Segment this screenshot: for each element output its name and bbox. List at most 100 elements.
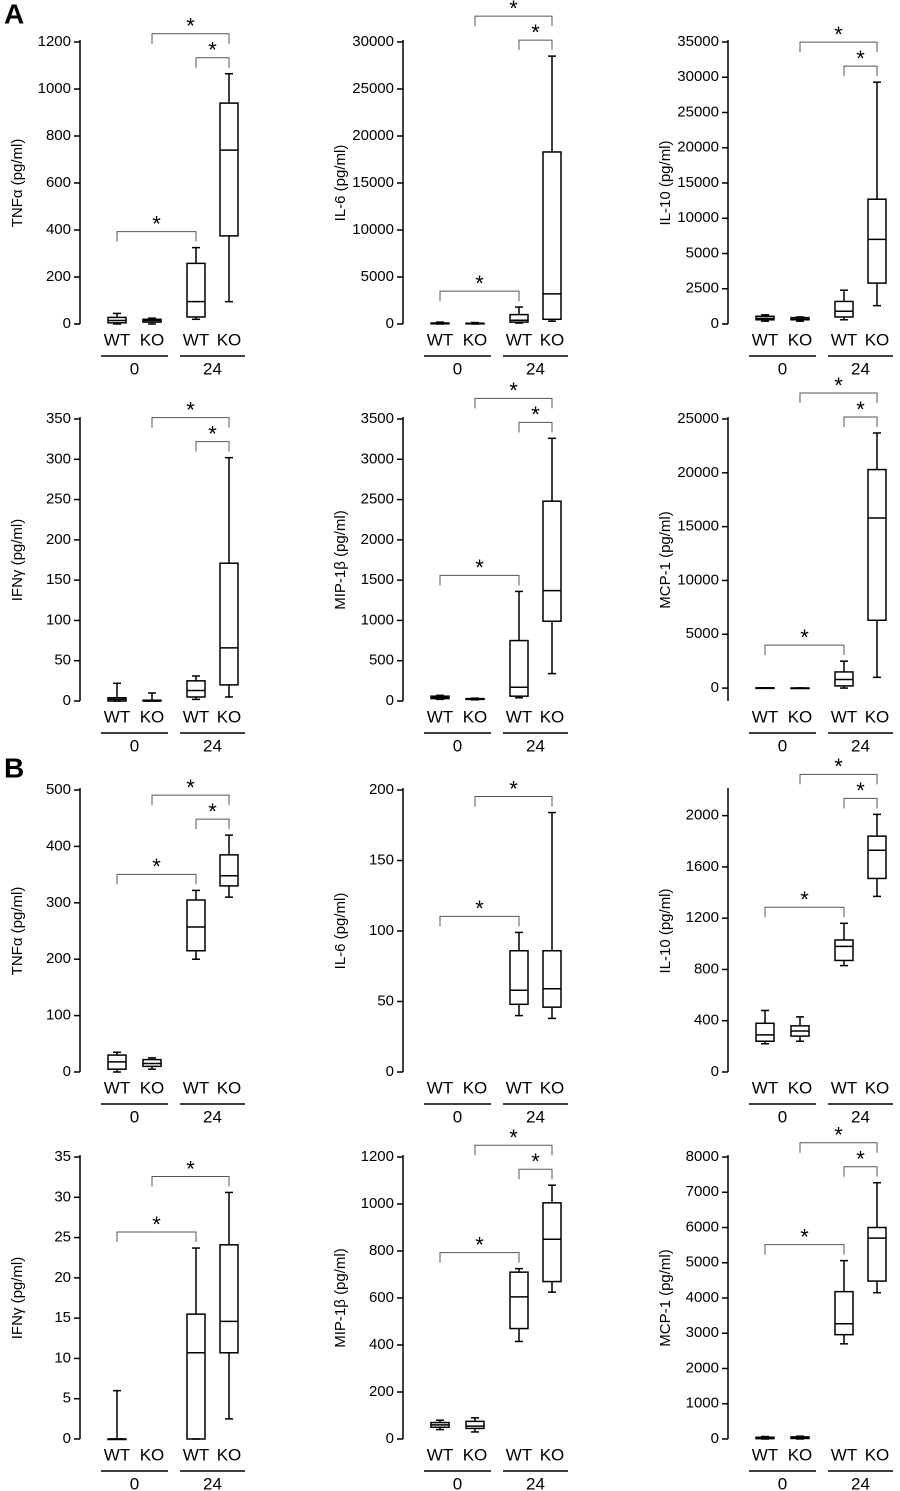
group-label: 0 bbox=[778, 736, 787, 755]
significance-label: * bbox=[509, 1125, 518, 1150]
significance-label: * bbox=[834, 1123, 843, 1148]
y-axis-label: IFNγ (pg/ml) bbox=[9, 519, 26, 602]
y-tick-label: 5000 bbox=[686, 1254, 719, 1271]
group-label: 0 bbox=[130, 1474, 139, 1491]
group-label: 0 bbox=[453, 359, 462, 378]
y-tick-label: 0 bbox=[711, 315, 719, 332]
y-tick-label: 8000 bbox=[686, 1148, 719, 1165]
y-tick-label: 15 bbox=[54, 1309, 71, 1326]
y-tick-label: 25000 bbox=[677, 410, 719, 427]
group-label: 24 bbox=[526, 736, 545, 755]
x-tick-label: WT bbox=[183, 1445, 209, 1464]
y-tick-label: 1200 bbox=[361, 1148, 394, 1165]
y-tick-label: 500 bbox=[369, 652, 394, 669]
x-tick-label: KO bbox=[540, 1078, 565, 1097]
group-label: 24 bbox=[851, 1107, 870, 1126]
x-tick-label: WT bbox=[104, 707, 130, 726]
y-tick-label: 1600 bbox=[686, 858, 719, 875]
significance-bracket bbox=[799, 41, 878, 53]
x-tick-label: KO bbox=[865, 1078, 890, 1097]
y-tick-label: 1500 bbox=[361, 571, 394, 588]
significance-label: * bbox=[475, 271, 484, 296]
y-tick-label: 25 bbox=[54, 1229, 71, 1246]
box bbox=[834, 300, 854, 318]
x-tick-label: KO bbox=[217, 330, 242, 349]
significance-label: * bbox=[186, 397, 195, 422]
y-tick-label: 800 bbox=[46, 127, 71, 144]
y-tick-label: 15000 bbox=[352, 174, 394, 191]
y-tick-label: 2000 bbox=[686, 1359, 719, 1376]
significance-label: * bbox=[208, 799, 217, 824]
x-tick-label: KO bbox=[463, 1445, 488, 1464]
box bbox=[542, 500, 562, 622]
x-tick-label: WT bbox=[831, 1078, 857, 1097]
significance-bracket bbox=[518, 421, 553, 433]
box bbox=[509, 313, 529, 323]
significance-bracket bbox=[151, 794, 230, 806]
significance-bracket bbox=[439, 290, 520, 302]
panel-label: B bbox=[4, 752, 24, 783]
x-tick-label: WT bbox=[427, 1078, 453, 1097]
x-tick-label: WT bbox=[183, 1078, 209, 1097]
significance-bracket bbox=[843, 65, 878, 77]
significance-bracket bbox=[764, 906, 845, 918]
x-tick-label: KO bbox=[788, 1078, 813, 1097]
significance-label: * bbox=[856, 1147, 865, 1172]
significance-label: * bbox=[475, 555, 484, 580]
significance-bracket bbox=[116, 1231, 197, 1243]
significance-bracket bbox=[518, 39, 553, 51]
y-tick-label: 3000 bbox=[361, 450, 394, 467]
y-tick-label: 20 bbox=[54, 1269, 71, 1286]
significance-bracket bbox=[151, 1175, 230, 1187]
y-tick-label: 250 bbox=[46, 491, 71, 508]
significance-label: * bbox=[856, 778, 865, 803]
chart: 0 1000 2000 3000 4000 5000 6000 7000 8000 MCP-1 (… bbox=[657, 1123, 893, 1491]
significance-label: * bbox=[152, 1212, 161, 1237]
group-label: 0 bbox=[130, 359, 139, 378]
significance-bracket bbox=[439, 915, 520, 927]
box bbox=[834, 1290, 854, 1336]
x-tick-label: WT bbox=[752, 707, 778, 726]
y-tick-label: 100 bbox=[46, 1007, 71, 1024]
box bbox=[219, 1244, 239, 1354]
box bbox=[219, 562, 239, 686]
x-tick-label: KO bbox=[788, 1445, 813, 1464]
y-tick-label: 0 bbox=[386, 1430, 394, 1447]
box bbox=[186, 262, 206, 318]
box bbox=[186, 680, 206, 698]
x-tick-label: WT bbox=[506, 330, 532, 349]
y-tick-label: 1000 bbox=[361, 1195, 394, 1212]
y-tick-label: 10000 bbox=[677, 209, 719, 226]
group-label: 24 bbox=[203, 1474, 222, 1491]
significance-bracket bbox=[799, 773, 878, 785]
significance-bracket bbox=[151, 417, 230, 428]
y-tick-label: 0 bbox=[63, 692, 71, 709]
x-tick-label: KO bbox=[540, 330, 565, 349]
x-tick-label: KO bbox=[140, 1078, 165, 1097]
y-tick-label: 600 bbox=[46, 174, 71, 191]
y-tick-label: 5000 bbox=[361, 268, 394, 285]
y-tick-label: 0 bbox=[63, 1430, 71, 1447]
x-tick-label: KO bbox=[865, 707, 890, 726]
group-label: 0 bbox=[453, 736, 462, 755]
significance-bracket bbox=[843, 1166, 878, 1177]
significance-label: * bbox=[509, 0, 518, 21]
y-tick-label: 100 bbox=[46, 611, 71, 628]
significance-label: * bbox=[152, 211, 161, 236]
y-axis-label: MCP-1 (pg/ml) bbox=[657, 511, 674, 609]
box bbox=[509, 1271, 529, 1330]
significance-bracket bbox=[474, 15, 553, 27]
significance-bracket bbox=[474, 796, 553, 807]
group-label: 24 bbox=[851, 1474, 870, 1491]
y-tick-label: 1000 bbox=[38, 80, 71, 97]
significance-bracket bbox=[439, 1252, 520, 1263]
box bbox=[755, 1022, 775, 1042]
y-tick-label: 200 bbox=[46, 531, 71, 548]
significance-bracket bbox=[799, 1142, 878, 1153]
x-tick-label: KO bbox=[140, 1445, 165, 1464]
box bbox=[834, 939, 854, 962]
x-tick-label: WT bbox=[506, 1445, 532, 1464]
significance-label: * bbox=[186, 1156, 195, 1181]
y-tick-label: 100 bbox=[369, 922, 394, 939]
